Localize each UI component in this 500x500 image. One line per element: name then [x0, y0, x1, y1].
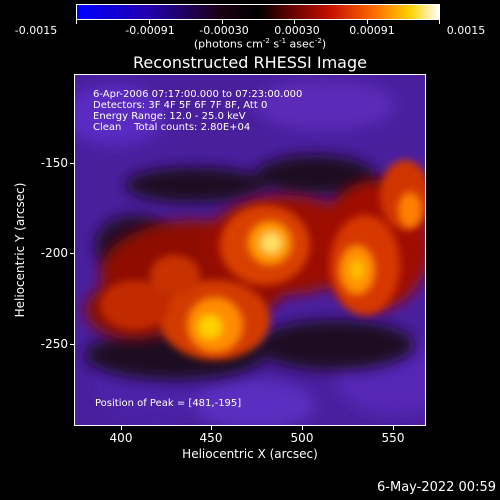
generation-date: 6-May-2022 00:59: [377, 480, 496, 495]
info-energy-range: Energy Range: 12.0 - 25.0 keV: [93, 111, 246, 122]
y-tick-label: -250: [40, 337, 68, 351]
emission-yellow: [187, 192, 422, 353]
x-tick: [393, 426, 394, 430]
colorbar-tick-label: -0.00091: [125, 24, 175, 37]
y-tick: [70, 344, 74, 345]
y-tick: [70, 163, 74, 164]
colorbar-tick-label: 0.0015: [446, 24, 486, 37]
colorbar-tick: [294, 20, 295, 24]
colorbar-tick: [367, 20, 368, 24]
colorbar-tick-label: 0.00091: [349, 24, 395, 37]
colorbar-tick-label: 0.00030: [274, 24, 320, 37]
x-tick: [302, 426, 303, 430]
x-tick-label: 500: [290, 431, 314, 445]
y-tick: [70, 253, 74, 254]
info-peak-position: Position of Peak = [481,-195]: [95, 398, 242, 409]
colorbar-units: (photons cm-2 s-1 asec-2): [193, 37, 327, 51]
image-title: Reconstructed RHESSI Image: [133, 53, 367, 72]
x-tick: [121, 426, 122, 430]
colorbar-tick: [222, 20, 223, 24]
info-time-range: 6-Apr-2006 07:17:00.000 to 07:23:00.000: [93, 89, 303, 100]
colorbar: [76, 4, 440, 20]
rhessi-image: [75, 75, 425, 425]
x-axis-label: Heliocentric X (arcsec): [182, 447, 318, 461]
x-tick-label: 400: [109, 431, 133, 445]
colorbar-tick-label: -0.0015: [14, 24, 58, 37]
x-tick-label: 450: [199, 431, 223, 445]
x-tick: [211, 426, 212, 430]
x-tick-label: 550: [381, 431, 405, 445]
image-plot: 6-Apr-2006 07:17:00.000 to 07:23:00.000 …: [74, 74, 426, 426]
info-detectors: Detectors: 3F 4F 5F 6F 7F 8F, Att 0: [93, 100, 268, 111]
colorbar-tick: [149, 20, 150, 24]
y-tick-label: -150: [40, 156, 68, 170]
y-tick-label: -200: [40, 246, 68, 260]
y-axis-label: Heliocentric Y (arcsec): [13, 182, 27, 318]
info-clean: Clean Total counts: 2.80E+04: [93, 122, 251, 133]
colorbar-tick: [76, 20, 77, 24]
colorbar-tick-label: -0.00030: [199, 24, 249, 37]
colorbar-tick: [439, 20, 440, 24]
